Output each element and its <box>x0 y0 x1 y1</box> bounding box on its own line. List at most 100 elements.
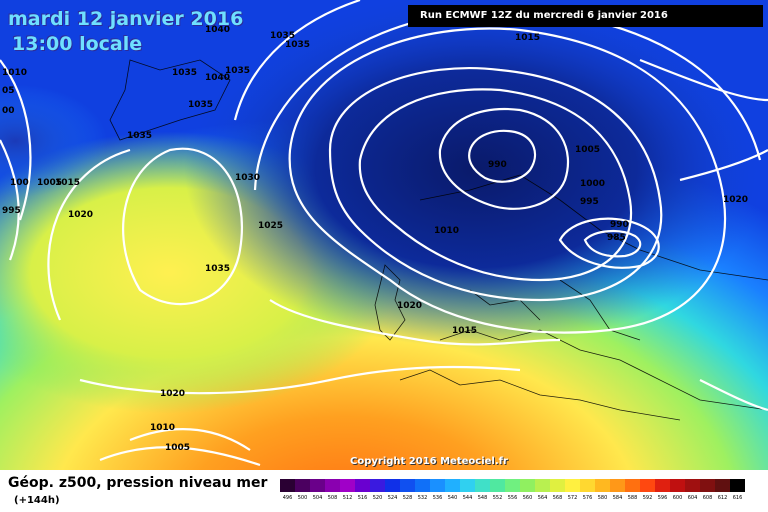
isobar-label: 1035 <box>285 40 310 50</box>
isobar-label: 985 <box>607 233 626 243</box>
color-scale-value: 616 <box>732 495 743 501</box>
isobar-label: 1040 <box>205 73 230 83</box>
isobars <box>0 0 768 465</box>
color-scale-value: 580 <box>597 495 608 501</box>
color-scale-swatch <box>475 479 490 492</box>
isobar-label: 1030 <box>235 173 260 183</box>
color-scale-swatch <box>400 479 415 492</box>
forecast-date: mardi 12 janvier 2016 <box>8 8 244 30</box>
color-scale-value: 600 <box>672 495 683 501</box>
isobar-label: 995 <box>2 206 21 216</box>
isobar-label: 1010 <box>434 226 459 236</box>
copyright-notice: Copyright 2016 Meteociel.fr <box>350 456 508 467</box>
isobar-label: 1000 <box>580 179 605 189</box>
color-scale-value: 516 <box>357 495 368 501</box>
color-scale <box>280 479 745 492</box>
color-scale-swatch <box>355 479 370 492</box>
isobar-label: 1020 <box>723 195 748 205</box>
color-scale-swatch <box>520 479 535 492</box>
forecast-lead-time: (+144h) <box>14 495 60 506</box>
color-scale-value: 536 <box>432 495 443 501</box>
color-scale-value: 512 <box>342 495 353 501</box>
color-scale-swatch <box>730 479 745 492</box>
color-scale-swatch <box>385 479 400 492</box>
color-scale-swatch <box>280 479 295 492</box>
color-scale-swatch <box>460 479 475 492</box>
color-scale-swatch <box>550 479 565 492</box>
color-scale-swatch <box>580 479 595 492</box>
color-scale-value: 500 <box>297 495 308 501</box>
color-scale-swatch <box>370 479 385 492</box>
color-scale-labels: 496 500 504 508 512 516 520 524 528 532 536 540 544 5… <box>280 495 745 501</box>
color-scale-value: 540 <box>447 495 458 501</box>
forecast-local-time: 13:00 locale <box>12 33 143 55</box>
isobar-label: 05 <box>2 86 15 96</box>
color-scale-value: 564 <box>537 495 548 501</box>
color-scale-swatch <box>595 479 610 492</box>
color-scale-value: 608 <box>702 495 713 501</box>
color-scale-value: 560 <box>522 495 533 501</box>
isobar-label: 1025 <box>258 221 283 231</box>
isobar-label: 1020 <box>160 389 185 399</box>
color-scale-value: 528 <box>402 495 413 501</box>
isobar-label: 1005 <box>37 178 62 188</box>
color-scale-value: 532 <box>417 495 428 501</box>
color-scale-value: 504 <box>312 495 323 501</box>
color-scale-swatch <box>340 479 355 492</box>
isobar-label: 1035 <box>270 31 295 41</box>
color-scale-swatch <box>715 479 730 492</box>
color-scale-swatch <box>325 479 340 492</box>
isobar-label: 1035 <box>225 66 250 76</box>
isobar-label: 1010 <box>2 68 27 78</box>
color-scale-value: 604 <box>687 495 698 501</box>
color-scale-swatch <box>445 479 460 492</box>
color-scale-swatch <box>610 479 625 492</box>
isobar-label: 995 <box>580 197 599 207</box>
color-scale-value: 508 <box>327 495 338 501</box>
color-scale-swatch <box>640 479 655 492</box>
color-scale-value: 592 <box>642 495 653 501</box>
isobar-label: 1040 <box>205 25 230 35</box>
legend-bar: Géop. z500, pression niveau mer (+144h) … <box>0 470 768 512</box>
isobar-label: 1015 <box>515 33 540 43</box>
isobar-label: 00 <box>2 106 15 116</box>
color-scale-swatch <box>685 479 700 492</box>
isobar-label: 990 <box>488 160 507 170</box>
color-scale-swatch <box>565 479 580 492</box>
color-scale-swatch <box>700 479 715 492</box>
color-scale-swatch <box>430 479 445 492</box>
color-scale-value: 548 <box>477 495 488 501</box>
isobar-label: 1035 <box>172 68 197 78</box>
color-scale-value: 584 <box>612 495 623 501</box>
color-scale-value: 544 <box>462 495 473 501</box>
isobar-label: 1015 <box>452 326 477 336</box>
isobar-label: 1020 <box>397 301 422 311</box>
color-scale-value: 520 <box>372 495 383 501</box>
color-scale-swatch <box>505 479 520 492</box>
isobar-label: 1035 <box>205 264 230 274</box>
isobar-label: 1035 <box>127 131 152 141</box>
color-scale-swatch <box>625 479 640 492</box>
isobar-label: 1035 <box>188 100 213 110</box>
color-scale-swatch <box>490 479 505 492</box>
color-scale-swatch <box>295 479 310 492</box>
color-scale-value: 572 <box>567 495 578 501</box>
forecast-map: 1040 1035 1035 1010 05 1035 1040 1035 00 1035 1035… <box>0 0 768 470</box>
color-scale-swatch <box>670 479 685 492</box>
color-scale-value: 568 <box>552 495 563 501</box>
coastlines <box>109 59 768 421</box>
color-scale-value: 576 <box>582 495 593 501</box>
isobar-label: 990 <box>610 220 629 230</box>
color-scale-value: 596 <box>657 495 668 501</box>
isobar-label: 1005 <box>575 145 600 155</box>
color-scale-swatch <box>310 479 325 492</box>
color-scale-swatch <box>655 479 670 492</box>
model-run-info: Run ECMWF 12Z du mercredi 6 janvier 2016 <box>408 5 763 27</box>
isobar-label: 100 <box>10 178 29 188</box>
color-scale-value: 588 <box>627 495 638 501</box>
isobar-label: 1020 <box>68 210 93 220</box>
isobar-label: 1005 <box>165 443 190 453</box>
isobar-label: 1010 <box>150 423 175 433</box>
